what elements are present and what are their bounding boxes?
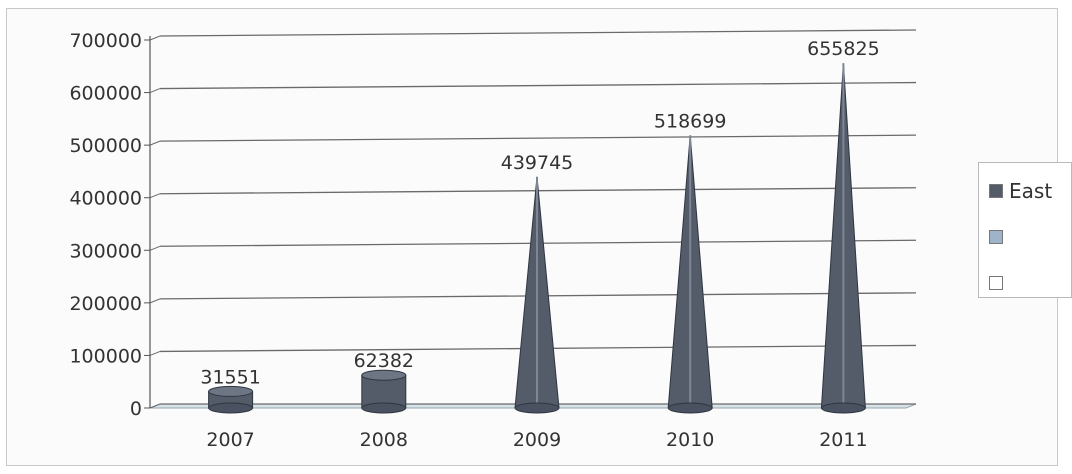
- legend-item-series-3: [989, 271, 1009, 295]
- gridline-depth: [149, 140, 161, 146]
- data-label: 62382: [354, 350, 414, 372]
- bar-base: [514, 402, 560, 414]
- x-tick-label: 2011: [819, 429, 867, 451]
- y-tick-label: 500000: [69, 135, 142, 157]
- y-tick-label: 100000: [69, 345, 142, 367]
- gridline-depth: [149, 88, 161, 94]
- y-tick-label: 600000: [69, 83, 142, 105]
- data-label: 31551: [200, 366, 260, 388]
- gridline-depth: [149, 193, 161, 199]
- legend-item-east: East: [989, 179, 1052, 203]
- x-tick-label: 2008: [360, 429, 408, 451]
- legend-swatch-east: [989, 184, 1003, 198]
- x-tick-label: 2009: [513, 429, 561, 451]
- bar-top: [208, 385, 254, 397]
- legend-swatch-series-3: [989, 276, 1003, 290]
- y-tick-label: 200000: [69, 293, 142, 315]
- chart-legend: East: [978, 162, 1072, 298]
- gridline-depth: [149, 350, 161, 356]
- y-tick-label: 0: [130, 398, 142, 420]
- gridline-depth: [149, 35, 161, 41]
- y-tick-label: 700000: [69, 30, 142, 52]
- legend-label-east: East: [1009, 179, 1053, 203]
- data-label: 518699: [654, 110, 727, 132]
- data-label: 439745: [501, 152, 574, 174]
- bar-base: [208, 402, 254, 414]
- data-label: 655825: [807, 38, 880, 60]
- bar-base: [361, 402, 407, 414]
- bar-top: [361, 369, 407, 381]
- gridline-depth: [149, 245, 161, 251]
- gridline: [159, 134, 917, 142]
- gridline: [159, 29, 917, 37]
- gridline: [159, 81, 917, 90]
- y-tick-label: 300000: [69, 240, 142, 262]
- gridline-depth: [149, 298, 161, 304]
- gridline-depth: [149, 403, 161, 409]
- bar-base: [820, 402, 866, 414]
- x-tick-label: 2010: [666, 429, 714, 451]
- x-tick-label: 2007: [206, 429, 254, 451]
- legend-item-series-2: [989, 225, 1009, 249]
- bar-base: [667, 402, 713, 414]
- y-tick-label: 400000: [69, 188, 142, 210]
- legend-swatch-series-2: [989, 230, 1003, 244]
